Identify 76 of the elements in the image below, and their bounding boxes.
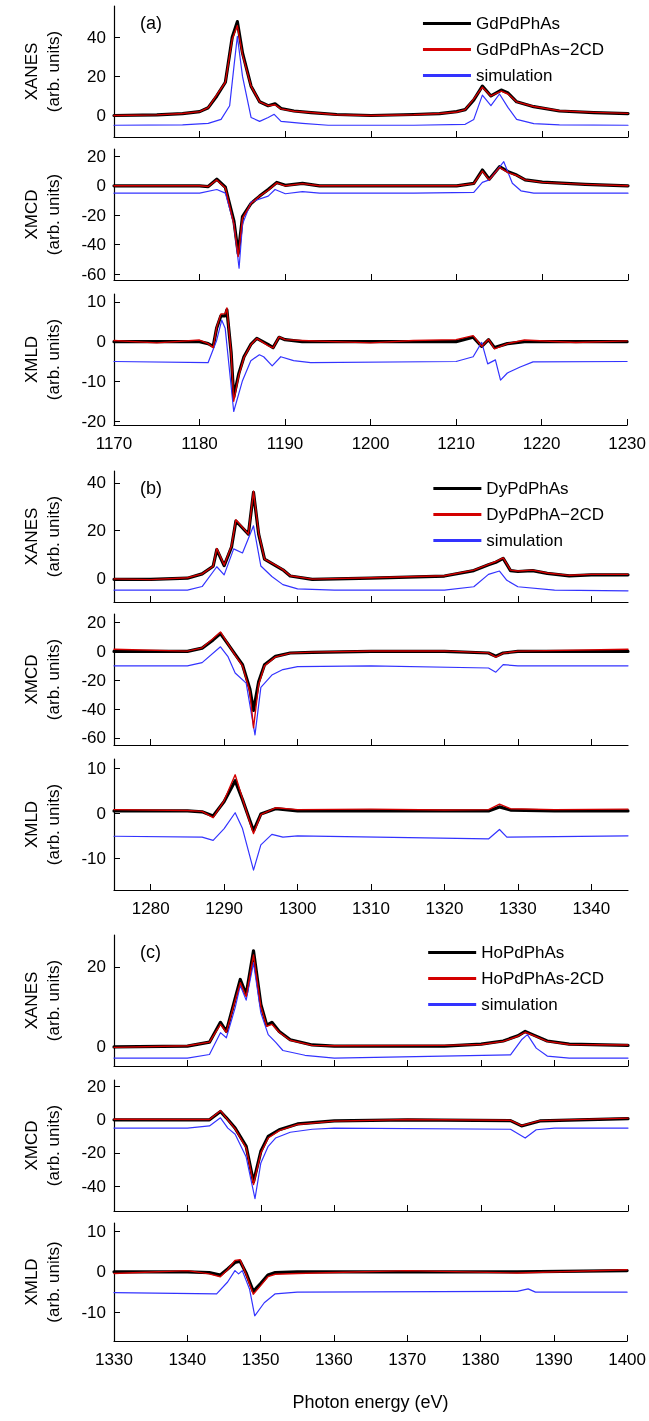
x-tick-label: 1220 [522,434,561,453]
x-tick-label: 1280 [131,899,170,918]
y-axis-title: XANES (arb. units) [21,30,63,113]
y-tick-label: 0 [96,176,106,196]
y-tick-label: 20 [87,521,106,541]
x-tick-label: 1200 [351,434,390,453]
y-tick-label: 10 [87,1221,106,1241]
y-tick-label: 10 [87,758,106,778]
y-axis-title: XMLD (arb. units) [21,318,63,401]
annotation: (b) [140,478,162,498]
x-tick-label: 1370 [388,1350,427,1369]
y-axis-title: XMCD (arb. units) [21,638,63,721]
y-axis-title: XMCD (arb. units) [21,1104,63,1187]
y-axis-title: XMCD (arb. units) [21,173,63,256]
legend-label: GdPdPhAs−2CD [475,40,605,59]
y-tick-label: -40 [81,1176,106,1196]
x-axis-title: Photon energy (eV) [292,1392,449,1412]
x-tick-label: 1180 [181,434,218,453]
y-tick-label: 20 [87,1077,106,1097]
x-tick-label: 1170 [95,434,133,453]
legend-label: DyPdPhAs [486,479,569,498]
y-tick-label: -60 [81,728,106,748]
annotation: (c) [140,942,161,962]
legend-label: GdPdPhAs [475,14,561,33]
x-tick-label: 1210 [437,434,475,453]
y-tick-label: 20 [87,613,106,633]
x-tick-label: 1330 [498,899,537,918]
x-tick-label: 1290 [205,899,244,918]
x-tick-label: 1380 [461,1350,500,1369]
y-axis-title: XANES (arb. units) [21,495,63,578]
x-tick-label: 1310 [352,899,390,918]
x-tick-label: 1300 [278,899,317,918]
y-tick-label: 20 [87,146,106,166]
y-tick-label: -40 [81,699,106,719]
y-axis-title: XMLD (arb. units) [21,783,63,866]
y-tick-label: 0 [96,641,106,661]
y-tick-label: 40 [87,473,106,493]
y-tick-label: 20 [87,957,106,977]
y-tick-label: -20 [81,205,106,225]
y-tick-label: -60 [81,264,106,284]
y-tick-label: 0 [96,332,106,352]
legend-label: HoPdPhAs-2CD [481,969,604,988]
y-tick-label: 0 [96,1036,106,1056]
annotation: (a) [140,13,162,33]
y-axis-title: XANES (arb. units) [21,959,63,1042]
y-tick-label: 0 [96,1262,106,1282]
y-tick-label: 20 [87,66,106,86]
legend-label: DyPdPhA−2CD [486,505,604,524]
y-tick-label: -40 [81,235,106,255]
y-tick-label: 0 [96,803,106,823]
x-tick-label: 1320 [425,899,464,918]
x-tick-label: 1340 [168,1350,207,1369]
legend-label: simulation [475,66,553,85]
y-axis-title: XMLD (arb. units) [21,1241,63,1323]
y-tick-label: 40 [87,27,106,47]
y-tick-label: -20 [81,670,106,690]
legend-label: simulation [486,531,563,550]
x-tick-label: 1330 [95,1350,133,1369]
x-tick-label: 1360 [314,1350,353,1369]
x-tick-label: 1350 [241,1350,280,1369]
y-tick-label: 0 [96,1110,106,1130]
y-tick-label: 10 [87,292,106,312]
y-tick-label: 0 [96,105,106,125]
x-tick-label: 1390 [534,1350,573,1369]
x-tick-label: 1230 [608,434,646,453]
x-tick-label: 1340 [572,899,611,918]
y-tick-label: -10 [81,1303,106,1323]
legend-label: simulation [481,995,558,1014]
legend-label: HoPdPhAs [481,943,565,962]
y-tick-label: 0 [96,568,106,588]
y-tick-label: -20 [81,1143,106,1163]
x-tick-label: 1190 [266,434,304,453]
y-tick-label: -10 [81,371,106,391]
x-tick-label: 1400 [608,1350,646,1369]
y-tick-label: -20 [81,411,106,431]
y-tick-label: -10 [81,848,106,868]
